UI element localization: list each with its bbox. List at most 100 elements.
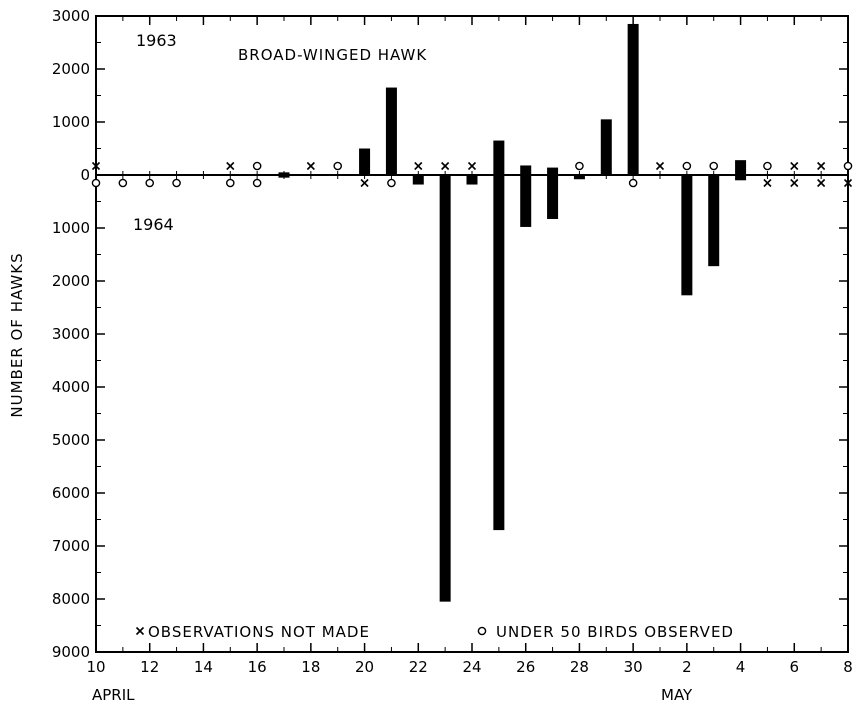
bar-1963 — [735, 160, 747, 175]
x-stroke — [135, 626, 145, 636]
x-tick-label: 8 — [843, 658, 853, 676]
bar-1963 — [385, 87, 397, 175]
y-tick-label: 5000 — [52, 431, 90, 449]
y-tick-label: 3000 — [52, 7, 90, 25]
y-tick-label: 4000 — [52, 378, 90, 396]
under-50-marker-1964 — [172, 178, 181, 188]
x-tick-label: 2 — [682, 658, 692, 676]
plot-frame — [95, 15, 849, 653]
not-observed-marker-1964 — [360, 178, 369, 188]
x-stroke — [763, 178, 772, 188]
x-stroke — [306, 161, 315, 171]
not-observed-marker-1963 — [306, 161, 315, 171]
not-observed-marker-1963 — [441, 161, 450, 171]
not-observed-marker-1963 — [91, 161, 101, 171]
y-tick-label: 3000 — [52, 325, 90, 343]
y-axis-ticks: 3000 2000 1000 0 1000 2000 3000 4000 5000 6000 700… — [52, 7, 848, 661]
legend: OBSERVATIONS NOT MADE UNDER 50 BIRDS OBS… — [148, 623, 734, 641]
x-tick-label: 4 — [736, 658, 746, 676]
bar-1964 — [493, 175, 505, 531]
x-stroke — [441, 161, 450, 171]
bar-series — [278, 23, 747, 602]
not-observed-marker-1963 — [817, 161, 826, 171]
bar-1964 — [439, 175, 451, 602]
y-tick-label: 1000 — [52, 219, 90, 237]
x-stroke — [91, 161, 101, 171]
bar-1964 — [520, 175, 532, 227]
x-tick-label: 26 — [516, 658, 535, 676]
not-observed-marker-1964 — [843, 178, 853, 188]
x-stroke — [467, 161, 477, 171]
bar-1963 — [359, 148, 371, 175]
x-tick-label: 6 — [790, 658, 800, 676]
x-axis-ticks: 10 12 14 16 18 20 22 24 26 28 30 2 4 6 8 — [86, 16, 853, 676]
under-50-marker-1963 — [763, 161, 772, 171]
legend-x-label: OBSERVATIONS NOT MADE — [148, 623, 370, 641]
not-observed-marker-1963 — [414, 161, 423, 171]
not-observed-marker-1963 — [226, 161, 235, 171]
x-stroke — [817, 178, 826, 188]
y-tick-label: 9000 — [52, 643, 90, 661]
month-label-may: MAY — [661, 686, 693, 704]
y-axis-title: NUMBER OF HAWKS — [8, 252, 26, 417]
under-50-marker-1963 — [575, 161, 584, 171]
bar-1963 — [278, 172, 290, 175]
under-50-marker-1964 — [387, 178, 396, 188]
x-tick-label: 18 — [301, 658, 320, 676]
plot-border — [95, 15, 849, 653]
under-50-marker-1964 — [628, 178, 638, 188]
under-50-marker-1964 — [252, 178, 262, 188]
legend-x-symbol — [135, 626, 145, 636]
x-tick-label: 30 — [624, 658, 643, 676]
chart-title: BROAD-WINGED HAWK — [238, 46, 427, 64]
x-tick-label: 12 — [140, 658, 159, 676]
not-observed-marker-1963 — [790, 161, 799, 171]
y-tick-label: 2000 — [52, 60, 90, 78]
under-50-marker-1964 — [145, 178, 155, 188]
series-label-1963: 1963 — [136, 31, 177, 50]
x-stroke — [790, 161, 799, 171]
bar-1964 — [278, 175, 290, 178]
bar-1964 — [547, 175, 559, 219]
bar-1964 — [735, 175, 747, 181]
day-markers — [91, 161, 853, 636]
legend-o-label: UNDER 50 BIRDS OBSERVED — [496, 623, 734, 641]
x-stroke — [655, 161, 665, 171]
bar-1964 — [573, 175, 585, 180]
bar-1964 — [681, 175, 693, 296]
under-50-marker-1964 — [118, 178, 128, 188]
x-tick-label: 28 — [570, 658, 589, 676]
x-tick-label: 20 — [355, 658, 374, 676]
x-tick-label: 16 — [248, 658, 267, 676]
x-tick-label: 10 — [86, 658, 105, 676]
under-50-marker-1963 — [843, 161, 853, 171]
x-tick-label: 24 — [462, 658, 481, 676]
bar-1964 — [466, 175, 478, 185]
under-50-marker-1964 — [225, 178, 235, 188]
series-label-1964: 1964 — [133, 215, 174, 234]
x-stroke — [360, 178, 369, 188]
under-50-marker-1963 — [252, 161, 262, 171]
x-tick-label: 22 — [409, 658, 428, 676]
y-tick-label: 0 — [80, 166, 90, 184]
month-label-april: APRIL — [92, 686, 135, 704]
under-50-marker-1964 — [91, 178, 101, 188]
y-tick-label: 2000 — [52, 272, 90, 290]
x-stroke — [790, 178, 799, 188]
bar-1963 — [547, 167, 559, 175]
not-observed-marker-1964 — [790, 178, 799, 188]
bar-1964 — [412, 175, 424, 185]
under-50-marker-1963 — [682, 161, 692, 171]
x-stroke — [414, 161, 423, 171]
not-observed-marker-1964 — [763, 178, 772, 188]
y-tick-label: 7000 — [52, 537, 90, 555]
not-observed-marker-1964 — [817, 178, 826, 188]
y-tick-label: 1000 — [52, 113, 90, 131]
bar-1964 — [708, 175, 720, 267]
y-tick-label: 6000 — [52, 484, 90, 502]
x-stroke — [843, 178, 853, 188]
under-50-marker-1963 — [333, 161, 343, 171]
x-stroke — [226, 161, 235, 171]
